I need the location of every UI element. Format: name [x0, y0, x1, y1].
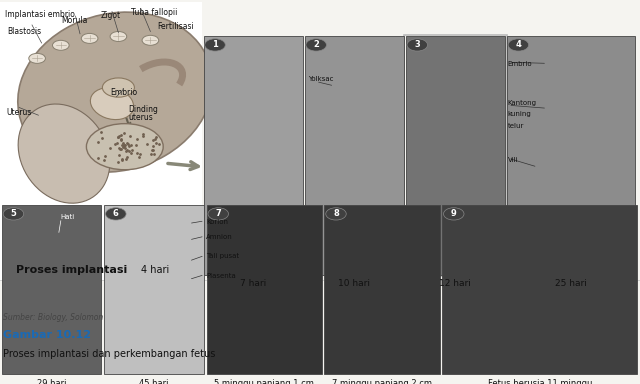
Bar	[207, 205, 322, 374]
Bar	[507, 36, 635, 275]
Circle shape	[326, 208, 346, 220]
Text: Hati: Hati	[61, 214, 75, 220]
Text: 3: 3	[415, 40, 420, 50]
Text: Proses implantasi: Proses implantasi	[16, 265, 127, 275]
Text: 25 hari: 25 hari	[555, 279, 587, 288]
Text: 5 minggu panjang 1 cm: 5 minggu panjang 1 cm	[214, 379, 314, 384]
Text: Sumber: Biology, Solomon: Sumber: Biology, Solomon	[3, 313, 104, 322]
Text: Kantong: Kantong	[508, 100, 536, 106]
Text: Blastosis: Blastosis	[8, 27, 42, 36]
Circle shape	[508, 39, 529, 51]
Text: uterus: uterus	[128, 113, 153, 122]
Text: Fertilisasi: Fertilisasi	[157, 22, 193, 31]
Ellipse shape	[18, 12, 212, 172]
Text: 2: 2	[313, 40, 319, 50]
Text: Uterus: Uterus	[6, 108, 32, 117]
Text: Implantasi embrio: Implantasi embrio	[5, 10, 75, 18]
Text: Tuba fallopii: Tuba fallopii	[131, 8, 177, 17]
Text: Vili: Vili	[508, 157, 518, 164]
Text: 10 hari: 10 hari	[339, 279, 370, 288]
Text: 9: 9	[451, 209, 456, 218]
Text: Embrio: Embrio	[110, 88, 137, 97]
Bar	[406, 36, 505, 275]
Circle shape	[29, 53, 45, 63]
Text: Embrio: Embrio	[508, 61, 532, 68]
Text: 29 hari: 29 hari	[36, 379, 67, 384]
Text: 1: 1	[212, 40, 218, 50]
Circle shape	[86, 124, 163, 170]
Circle shape	[142, 35, 159, 45]
Bar	[2, 205, 101, 374]
Text: Morula: Morula	[61, 16, 87, 25]
Circle shape	[3, 208, 24, 220]
Text: 4: 4	[515, 40, 522, 50]
Circle shape	[205, 39, 225, 51]
Bar	[0, 2, 202, 280]
Bar	[324, 205, 440, 374]
Text: 6: 6	[113, 209, 119, 218]
Text: 8: 8	[333, 209, 339, 218]
Circle shape	[444, 208, 464, 220]
Text: Fetus berusia 11 minggu: Fetus berusia 11 minggu	[488, 379, 592, 384]
Circle shape	[208, 208, 228, 220]
Bar	[104, 205, 204, 374]
Text: 45 hari: 45 hari	[139, 379, 169, 384]
Text: Yolksac: Yolksac	[308, 76, 334, 82]
Text: 4 hari: 4 hari	[141, 265, 169, 275]
Circle shape	[81, 33, 98, 43]
Bar	[404, 35, 507, 276]
Bar	[305, 36, 404, 275]
Text: Proses implantasi dan perkembangan fetus: Proses implantasi dan perkembangan fetus	[3, 349, 216, 359]
Circle shape	[106, 208, 126, 220]
Text: Plasenta: Plasenta	[206, 273, 236, 279]
Text: kuning: kuning	[508, 111, 531, 118]
Circle shape	[306, 39, 326, 51]
Circle shape	[52, 40, 69, 50]
Bar	[442, 205, 637, 374]
Circle shape	[102, 78, 134, 97]
Text: Dinding: Dinding	[128, 105, 158, 114]
Text: 5: 5	[10, 209, 17, 218]
Text: Tali pusat: Tali pusat	[206, 253, 239, 260]
Text: telur: telur	[508, 123, 524, 129]
Text: 7 minggu panjang 2 cm: 7 minggu panjang 2 cm	[332, 379, 432, 384]
Text: Korion: Korion	[206, 219, 228, 225]
Text: 7 hari: 7 hari	[240, 279, 266, 288]
Text: 12 hari: 12 hari	[440, 279, 471, 288]
Text: Amnion: Amnion	[206, 234, 233, 240]
Text: 7: 7	[216, 209, 221, 218]
Circle shape	[407, 39, 428, 51]
Text: Gambar 10.12: Gambar 10.12	[3, 330, 92, 340]
Bar	[204, 36, 303, 275]
Circle shape	[110, 31, 127, 41]
Ellipse shape	[90, 88, 134, 119]
Ellipse shape	[18, 104, 110, 203]
Text: Zigot: Zigot	[101, 11, 121, 20]
